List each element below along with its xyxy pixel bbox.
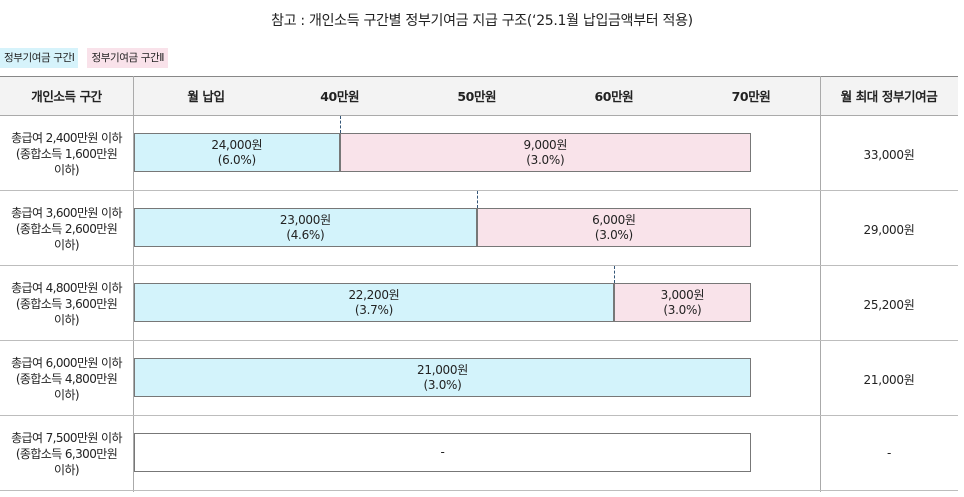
income-bracket-line: 이하) bbox=[54, 237, 80, 252]
max-contribution-value: 21,000원 bbox=[863, 372, 915, 387]
income-bracket-label: 총급여 7,500만원 이하 (종합소득 6,300만원 이하) bbox=[0, 430, 133, 478]
income-bracket-label: 총급여 2,400만원 이하 (종합소득 1,600만원 이하) bbox=[0, 130, 133, 178]
bar-segment-tier-2: 9,000원 (3.0%) bbox=[339, 133, 751, 172]
table-row: 총급여 3,600만원 이하 (종합소득 2,600만원 이하) 23,000원 (4.… bbox=[0, 191, 958, 266]
header-max-contribution: 월 최대 정부기여금 bbox=[840, 89, 938, 104]
x-tick-label: 50만원 bbox=[457, 89, 497, 104]
tier-boundary-line bbox=[613, 266, 615, 283]
income-bracket-line: (종합소득 6,300만원 bbox=[15, 446, 118, 461]
legend-tier-2: 정부기여금 구간Ⅱ bbox=[87, 48, 168, 68]
header-income: 개인소득 구간 bbox=[31, 89, 102, 104]
bar-segment-tier-1: 23,000원 (4.6%) bbox=[134, 208, 477, 247]
bar-amount-label: 6,000원 bbox=[592, 212, 636, 227]
x-tick-label: 70만원 bbox=[731, 89, 771, 104]
bar-segment-tier-1: 22,200원 (3.7%) bbox=[134, 283, 614, 322]
income-bracket-line: 이하) bbox=[54, 462, 80, 477]
max-contribution-value: 33,000원 bbox=[863, 147, 915, 162]
bar-rate-label: (4.6%) bbox=[286, 227, 325, 242]
contribution-table: 개인소득 구간 월 납입 40만원 50만원 60만원 70만원 월 최대 정부기여금… bbox=[0, 76, 958, 492]
x-tick-label: 60만원 bbox=[594, 89, 634, 104]
income-bracket-label: 총급여 3,600만원 이하 (종합소득 2,600만원 이하) bbox=[0, 205, 133, 253]
bar-rate-label: (3.0%) bbox=[423, 377, 462, 392]
bar-segment-tier-2: 6,000원 (3.0%) bbox=[476, 208, 751, 247]
tier-boundary-line bbox=[476, 191, 478, 208]
bar-rate-label: (3.0%) bbox=[663, 302, 702, 317]
income-bracket-line: 이하) bbox=[54, 387, 80, 402]
table-header: 개인소득 구간 월 납입 40만원 50만원 60만원 70만원 월 최대 정부기여금 bbox=[0, 76, 958, 116]
income-bracket-line: 총급여 2,400만원 이하 bbox=[11, 130, 122, 145]
bar-rate-label: (3.7%) bbox=[354, 302, 393, 317]
bar-rate-label: (3.0%) bbox=[526, 152, 565, 167]
table-row: 총급여 6,000만원 이하 (종합소득 4,800만원 이하) 21,000원 (3.… bbox=[0, 341, 958, 416]
bar-rate-label: (6.0%) bbox=[217, 152, 256, 167]
bar-amount-label: 22,200원 bbox=[348, 287, 400, 302]
income-bracket-line: 총급여 3,600만원 이하 bbox=[11, 205, 122, 220]
bar-amount-label: - bbox=[440, 445, 445, 459]
x-tick-label: 40만원 bbox=[320, 89, 360, 104]
income-bracket-line: 이하) bbox=[54, 162, 80, 177]
income-bracket-line: 총급여 4,800만원 이하 bbox=[11, 280, 122, 295]
bar-segment-tier-2: 3,000원 (3.0%) bbox=[613, 283, 751, 322]
bar-segment-tier-1: 21,000원 (3.0%) bbox=[134, 358, 751, 397]
max-contribution-value: 25,200원 bbox=[863, 297, 915, 312]
bar-amount-label: 24,000원 bbox=[211, 137, 263, 152]
bar-amount-label: 9,000원 bbox=[523, 137, 568, 152]
tier-boundary-line bbox=[339, 116, 341, 133]
income-bracket-label: 총급여 6,000만원 이하 (종합소득 4,800만원 이하) bbox=[0, 355, 133, 403]
bar-segment-tier-1: 24,000원 (6.0%) bbox=[134, 133, 340, 172]
legend: 정부기여금 구간Ⅰ 정부기여금 구간Ⅱ bbox=[0, 48, 168, 68]
income-bracket-line: (종합소득 1,600만원 bbox=[15, 146, 118, 161]
bar-rate-label: (3.0%) bbox=[594, 227, 633, 242]
income-bracket-line: (종합소득 3,600만원 bbox=[15, 296, 118, 311]
bar-amount-label: 3,000원 bbox=[660, 287, 705, 302]
bar-amount-label: 21,000원 bbox=[417, 362, 468, 377]
max-contribution-value: 29,000원 bbox=[863, 222, 915, 237]
income-bracket-line: 이하) bbox=[54, 312, 80, 327]
table-row: 총급여 7,500만원 이하 (종합소득 6,300만원 이하) - - bbox=[0, 416, 958, 491]
income-bracket-line: (종합소득 4,800만원 bbox=[15, 371, 118, 386]
income-bracket-line: 총급여 7,500만원 이하 bbox=[11, 430, 122, 445]
bar-amount-label: 23,000원 bbox=[279, 212, 331, 227]
column-divider bbox=[133, 76, 134, 492]
max-contribution-value: - bbox=[886, 445, 892, 460]
header-payment: 월 납입 bbox=[187, 89, 225, 104]
legend-tier-1: 정부기여금 구간Ⅰ bbox=[0, 48, 79, 68]
bar-segment-none: - bbox=[134, 433, 751, 472]
income-bracket-line: 총급여 6,000만원 이하 bbox=[11, 355, 122, 370]
table-row: 총급여 4,800만원 이하 (종합소득 3,600만원 이하) 22,200원 (3.… bbox=[0, 266, 958, 341]
income-bracket-line: (종합소득 2,600만원 bbox=[15, 221, 118, 236]
income-bracket-label: 총급여 4,800만원 이하 (종합소득 3,600만원 이하) bbox=[0, 280, 133, 328]
table-row: 총급여 2,400만원 이하 (종합소득 1,600만원 이하) 24,000원 (6.… bbox=[0, 116, 958, 191]
page-title: 참고 : 개인소득 구간별 정부기여금 지급 구조(‘25.1월 납입금액부터 … bbox=[271, 13, 693, 29]
column-divider bbox=[820, 76, 821, 492]
